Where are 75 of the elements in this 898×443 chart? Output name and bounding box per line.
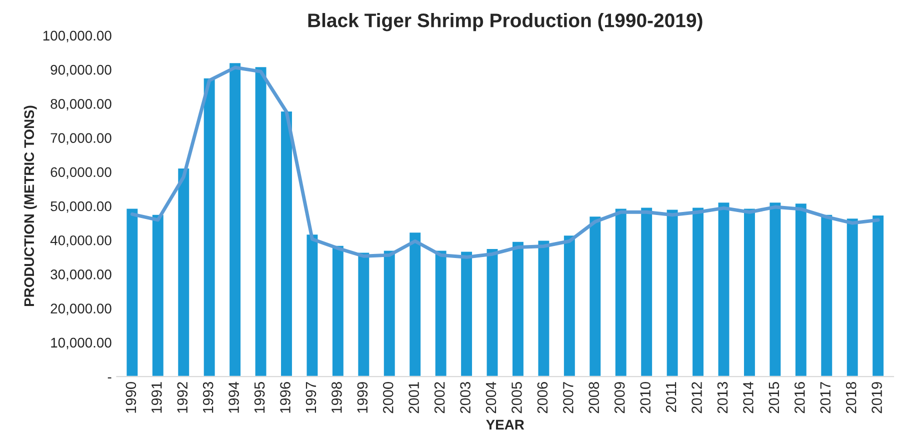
bar	[614, 207, 628, 377]
x-tick-label: 2019	[872, 382, 882, 414]
bar	[460, 250, 474, 377]
bar	[820, 213, 834, 377]
bar	[845, 217, 860, 377]
x-tick-label: 2014	[743, 382, 754, 414]
y-axis-title: PRODUCTION (METRIC TONS)	[24, 106, 37, 306]
x-tick-label: 2010	[640, 382, 651, 414]
bar	[434, 249, 448, 377]
x-axis-title: YEAR	[486, 420, 524, 430]
x-tick-label: 2011	[666, 382, 676, 412]
x-tick-label: 2012	[692, 382, 702, 414]
y-tick-label: 60,000.00	[50, 167, 112, 179]
bar	[151, 213, 165, 377]
bar	[691, 206, 705, 377]
x-tick-label: 1992	[177, 382, 188, 413]
x-tick-label: 2000	[382, 382, 394, 414]
x-tick-label: 2007	[563, 382, 574, 414]
bar	[176, 167, 190, 377]
bar	[536, 239, 551, 377]
bar	[382, 249, 396, 377]
bar	[716, 201, 731, 377]
bar	[280, 110, 294, 377]
bar	[356, 251, 371, 377]
x-tick-label: 1993	[202, 382, 214, 413]
x-tick-label: 1990	[126, 382, 136, 413]
x-tick-label: 1996	[280, 382, 290, 413]
x-tick-label: 1998	[332, 382, 342, 413]
x-tick-label: 1991	[151, 382, 162, 413]
bar	[794, 202, 808, 377]
x-tick-label: 1994	[228, 382, 239, 413]
y-tick-label: 50,000.00	[50, 201, 112, 213]
x-tick-label: 2013	[717, 382, 728, 414]
line-series	[130, 66, 880, 259]
bar	[125, 207, 140, 377]
bar	[202, 77, 216, 377]
bar	[305, 233, 320, 377]
bar	[562, 234, 576, 377]
y-tick-label: 30,000.00	[50, 270, 112, 282]
x-tick-label: 1999	[357, 382, 368, 413]
y-tick-label: 10,000.00	[51, 338, 112, 350]
bar	[640, 206, 654, 377]
x-tick-label: 2016	[794, 382, 805, 414]
x-tick-label: 2008	[588, 382, 600, 414]
bar	[485, 248, 500, 377]
y-tick-label: 40,000.00	[50, 235, 112, 247]
y-tick-label: 80,000.00	[50, 98, 112, 110]
x-tick-label: 2015	[768, 382, 780, 414]
y-tick-label: 20,000.00	[50, 304, 112, 316]
x-tick-label: 2003	[460, 382, 470, 414]
x-tick-label: 1995	[254, 382, 265, 413]
bar	[228, 62, 242, 377]
bar	[254, 66, 268, 377]
bar	[742, 207, 756, 377]
y-tick-label: 90,000.00	[50, 64, 112, 76]
x-tick-label: 2017	[820, 382, 831, 414]
y-tick-label: -	[108, 377, 112, 378]
bar	[511, 240, 525, 377]
x-tick-label: 2004	[486, 382, 496, 414]
bar	[768, 201, 782, 377]
bar	[408, 231, 422, 377]
x-tick-label: 2006	[537, 382, 548, 414]
y-tick-label: 100,000.00	[43, 30, 112, 42]
chart-title: Black Tiger Shrimp Production (1990-2019)	[308, 13, 702, 32]
x-tick-label: 2018	[846, 382, 856, 414]
x-tick-label: 2009	[614, 382, 625, 414]
x-tick-label: 1997	[306, 382, 316, 413]
bar	[871, 214, 885, 377]
bar	[331, 244, 345, 377]
x-tick-label: 2002	[434, 382, 445, 414]
y-tick-label: 70,000.00	[50, 133, 112, 145]
bar	[588, 215, 602, 377]
x-tick-label: 2005	[512, 382, 522, 414]
bar	[665, 208, 680, 377]
x-tick-label: 2001	[408, 382, 420, 414]
